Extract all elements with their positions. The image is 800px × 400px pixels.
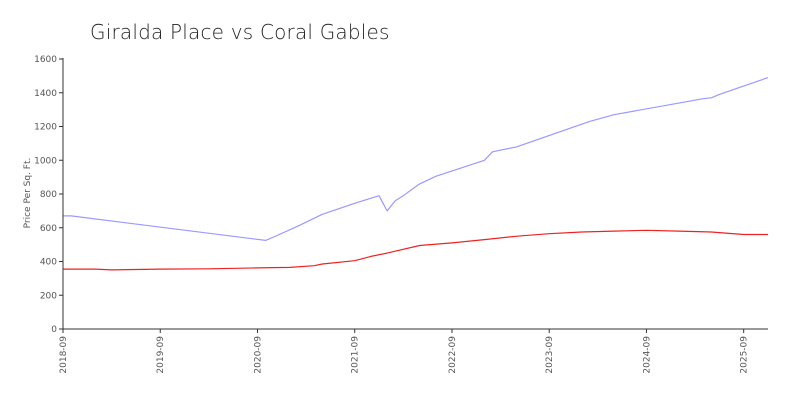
y-tick-label: 1200 bbox=[34, 123, 57, 133]
x-tick-label: 2025-09 bbox=[740, 336, 750, 374]
x-axis: 2018-09 2019-09 2020-09 2021-09 2022-09 2023-… bbox=[59, 329, 750, 374]
x-tick-label: 2022-09 bbox=[448, 336, 458, 374]
y-tick-label: 200 bbox=[40, 291, 57, 301]
y-tick-label: 1000 bbox=[34, 156, 57, 166]
y-tick-label: 600 bbox=[40, 224, 57, 234]
series-line-1 bbox=[63, 77, 769, 241]
x-tick-label: 2024-09 bbox=[642, 336, 652, 374]
plot-lines bbox=[63, 77, 769, 271]
y-tick-label: 800 bbox=[40, 190, 57, 200]
y-tick-label: 0 bbox=[51, 325, 57, 335]
x-tick-label: 2021-09 bbox=[351, 336, 361, 374]
y-tick-label: 1400 bbox=[34, 89, 57, 99]
x-tick-label: 2019-09 bbox=[156, 336, 166, 374]
series-line-2 bbox=[63, 229, 768, 271]
y-axis-label: Price Per Sq. Ft. bbox=[23, 158, 33, 229]
x-tick-label: 2020-09 bbox=[253, 336, 263, 374]
y-tick-label: 400 bbox=[40, 258, 57, 268]
chart-title: Giralda Place vs Coral Gables bbox=[90, 20, 390, 44]
y-axis: 0 200 400 600 800 1000 1200 1400 1600 bbox=[34, 55, 63, 335]
y-tick-label: 1600 bbox=[34, 55, 57, 65]
x-tick-label: 2018-09 bbox=[59, 336, 69, 374]
x-tick-label: 2023-09 bbox=[545, 336, 555, 374]
